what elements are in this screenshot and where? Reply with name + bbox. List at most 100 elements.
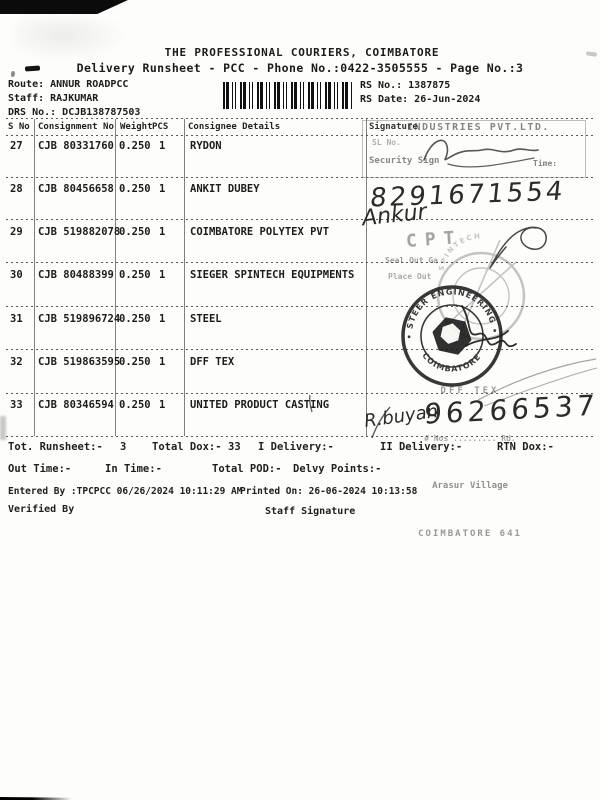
row-consignment: CJB 80346594 — [38, 399, 114, 411]
row-consignee: UNITED PRODUCT CASTING — [190, 399, 330, 411]
row-pcs: 1 — [159, 356, 166, 368]
steer-signature-scribble — [461, 305, 517, 348]
verified-by-label: Verified By — [8, 504, 75, 515]
cpt-stamp-title: CPT — [405, 227, 464, 252]
row-weight: 0.250 — [119, 183, 151, 195]
sieger-round-stamp: SPINTECH — [436, 232, 526, 346]
row-pcs: 1 — [159, 140, 166, 152]
dff-stamp-line1: DFF TEX — [440, 386, 500, 396]
row-sno: 28 — [10, 183, 23, 195]
entered-by-line: Entered By :TPCPCC 06/26/2024 10:11:29 A… — [8, 486, 243, 497]
table-column-line — [34, 119, 35, 436]
row-consignment: CJB 80488399 — [38, 269, 114, 281]
row-sno: 31 — [10, 313, 23, 325]
dff-stamp-line2: # Nos ......... Rd. — [424, 434, 516, 443]
row-sno: 29 — [10, 226, 23, 238]
table-line — [6, 262, 595, 263]
table-line — [6, 393, 595, 394]
table-column-line — [184, 119, 185, 436]
out-time-label: Out Time:- — [8, 463, 72, 475]
table-column-line — [366, 119, 367, 436]
row-weight: 0.250 — [119, 140, 151, 152]
row-consignee: RYDON — [190, 140, 222, 152]
row-consignment: CJB 519863595 — [38, 356, 121, 368]
printed-on-line: Printed On: 26-06-2024 10:13:58 — [240, 486, 418, 497]
total-dox-label: Total Dox:- — [152, 441, 222, 453]
table-line — [6, 306, 595, 307]
route-line: Route: ANNUR ROADPCC — [8, 79, 129, 90]
total-dox-value: 33 — [228, 441, 241, 453]
table-line — [6, 118, 595, 119]
row-sno: 30 — [10, 269, 23, 281]
dff-tex-stamp: DFF TEX # Nos ......... Rd. Arasur Villa… — [370, 348, 570, 577]
table-line — [6, 219, 595, 220]
handwritten-name-row28: Ankur — [360, 199, 428, 232]
table-line — [6, 349, 595, 350]
row-consignment: CJB 80331760 — [38, 140, 114, 152]
scan-artifact-top-left — [0, 0, 128, 14]
row-weight: 0.250 — [119, 399, 151, 411]
row-consignee: SIEGER SPINTECH EQUIPMENTS — [190, 269, 355, 281]
col-header-consignee: Consignee Details — [188, 122, 281, 132]
table-line — [6, 177, 595, 178]
rydon-stamp-in-time: Time: — [533, 159, 558, 168]
scan-artifact-comma — [11, 71, 15, 77]
rtn-dox-label: RTN Dox:- — [497, 441, 554, 453]
row-sno: 33 — [10, 399, 23, 411]
row-weight: 0.250 — [119, 269, 151, 281]
row-pcs: 1 — [159, 226, 166, 238]
row-consignment: CJB 519896724 — [38, 313, 121, 325]
row-weight: 0.250 — [119, 356, 151, 368]
col-header-consignment: Consignment No — [38, 122, 114, 132]
row-consignment: CJB 80456658 — [38, 183, 114, 195]
col-header-sno: S No — [8, 122, 30, 132]
ii-delivery-label: II Delivery:- — [380, 441, 463, 453]
steer-stamp-arc-top: • STEER ENGINEERING • — [405, 287, 498, 339]
delvy-points-label: Delvy Points:- — [293, 463, 382, 475]
rydon-stamp-company: INDUSTRIES PVT.LTD. — [407, 122, 550, 133]
dff-stamp-line3: Arasur Village — [432, 481, 508, 491]
row-pcs: 1 — [159, 313, 166, 325]
col-header-signature: Signature — [369, 122, 418, 132]
row-weight: 0.250 — [119, 313, 151, 325]
row-consignee: DFF TEX — [190, 356, 235, 368]
row-consignee: STEEL — [190, 313, 222, 325]
scan-artifact-left-edge — [0, 416, 6, 440]
svg-text:• STEER ENGINEERING •: • STEER ENGINEERING • — [405, 287, 499, 339]
tot-runsheet-label: Tot. Runsheet:- — [8, 441, 103, 453]
tot-runsheet-value: 3 — [120, 441, 127, 453]
rs-date-line: RS Date: 26-Jun-2024 — [360, 94, 481, 105]
row-consignee: COIMBATORE POLYTEX PVT — [190, 226, 330, 238]
cpt-stamp-line2: Place Out — [388, 272, 432, 281]
row-pcs: 1 — [159, 183, 166, 195]
row-consignment: CJB 519882078 — [38, 226, 121, 238]
table-line — [6, 135, 595, 136]
drs-no-line: DRS No.: DCJB138787503 — [8, 107, 141, 118]
row-weight: 0.250 — [119, 226, 151, 238]
staff-signature-label: Staff Signature — [265, 506, 356, 517]
document-title: THE PROFESSIONAL COURIERS, COIMBATORE — [164, 46, 440, 59]
table-column-line — [115, 119, 116, 436]
col-header-weight: Weight — [120, 122, 153, 132]
scan-artifact-bottom-left — [0, 797, 72, 800]
rs-no-line: RS No.: 1387875 — [360, 80, 451, 91]
in-time-label: In Time:- — [105, 463, 162, 475]
row-sno: 32 — [10, 356, 23, 368]
rydon-stamp-security-sign: Security Sign — [369, 156, 440, 166]
barcode — [223, 82, 353, 109]
cpt-stamp-line1: Seal Out Ga — [385, 256, 438, 265]
col-header-pcs: PCS — [152, 122, 169, 132]
rydon-stamp-slno: SL No. — [372, 138, 401, 147]
total-pod-label: Total POD:- — [212, 463, 282, 475]
rydon-stamp: INDUSTRIES PVT.LTD. SL No. Security Sign… — [362, 120, 586, 178]
row-pcs: 1 — [159, 269, 166, 281]
table-line — [6, 436, 595, 437]
dff-stamp-line4: COIMBATORE 641 — [418, 529, 522, 539]
document-subtitle: Delivery Runsheet - PCC - Phone No.:0422… — [76, 61, 524, 75]
row-pcs: 1 — [159, 399, 166, 411]
row-sno: 27 — [10, 140, 23, 152]
row-consignee: ANKIT DUBEY — [190, 183, 260, 195]
staff-line: Staff: RAJKUMAR — [8, 93, 99, 104]
scan-smudge-top — [15, 16, 135, 64]
